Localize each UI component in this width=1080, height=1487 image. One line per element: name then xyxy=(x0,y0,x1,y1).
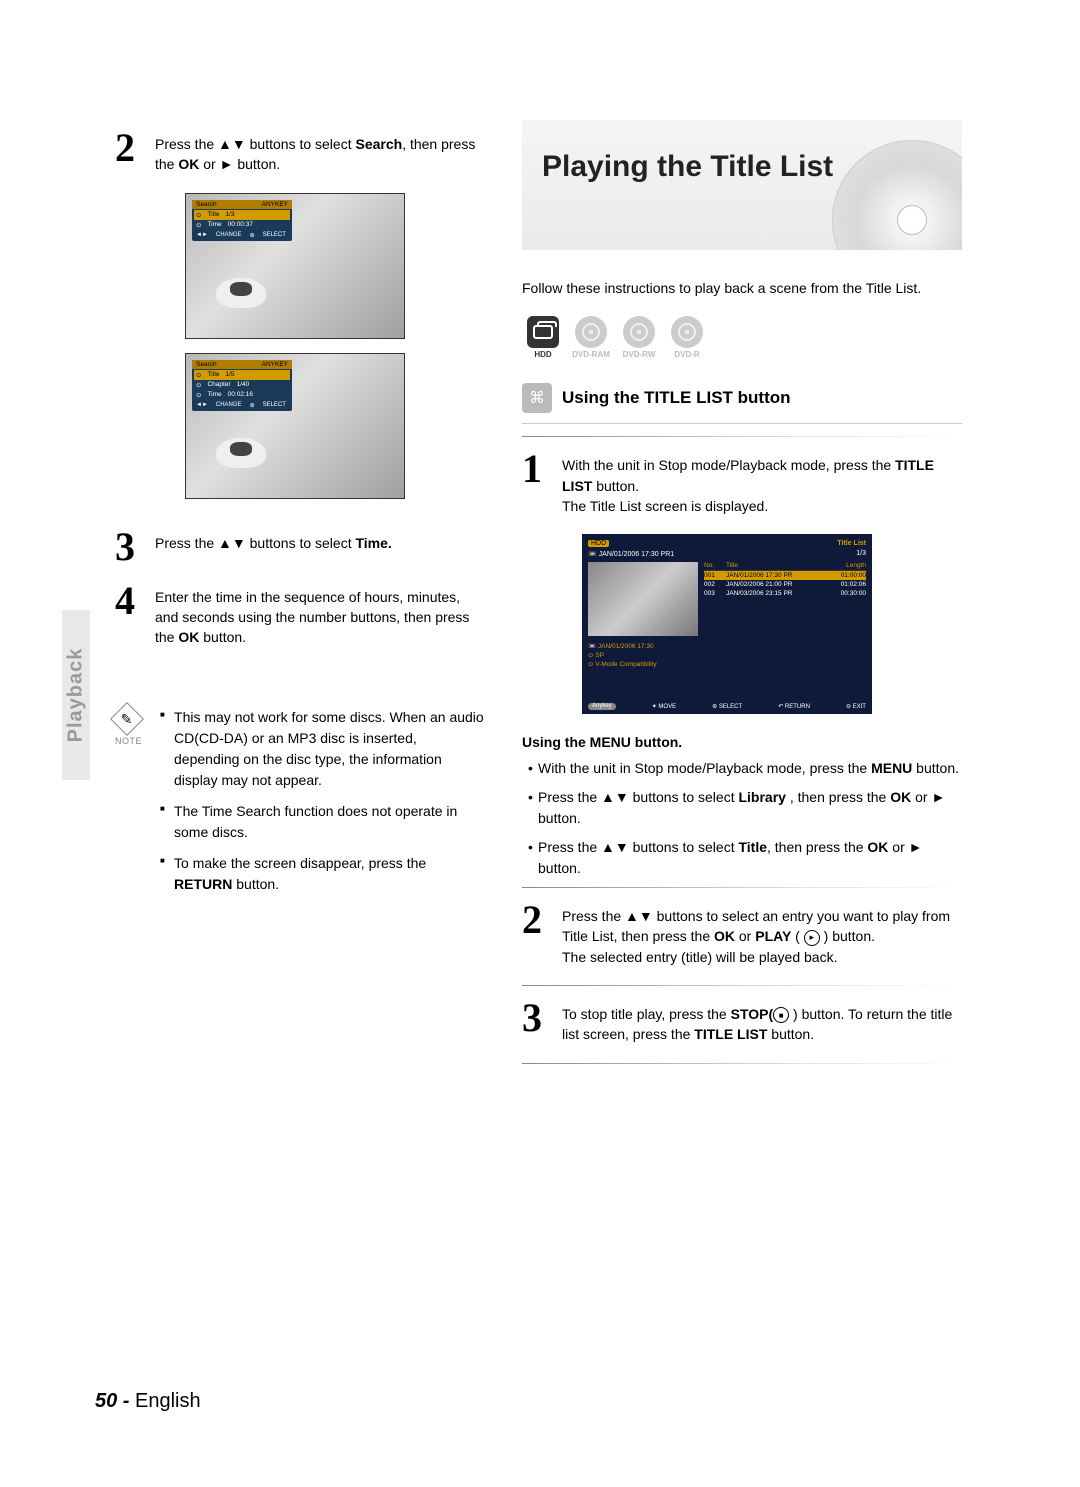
section-title: Playing the Title List xyxy=(542,150,833,184)
play-icon: ▸ xyxy=(804,930,820,946)
osd-overlay: SearchANYKEY ⊙Title1/5 ⊙Chapter1/40 ⊙Tim… xyxy=(192,360,292,411)
disc-compat-icon: DVD-RAM xyxy=(570,316,612,359)
menu-step: Press the ▲▼ buttons to select Library ,… xyxy=(528,787,962,829)
right-column: Playing the Title List Follow these inst… xyxy=(522,120,962,1078)
seagull-graphic xyxy=(216,278,266,308)
step-number: 2 xyxy=(522,902,550,967)
note-label: NOTE xyxy=(115,735,142,749)
step-text: Press the ▲▼ buttons to select Search, t… xyxy=(155,130,485,175)
seagull-graphic xyxy=(216,438,266,468)
step-number: 2 xyxy=(115,130,143,175)
step-text: Press the ▲▼ buttons to select an entry … xyxy=(562,902,962,967)
screenshot-search-2: SearchANYKEY ⊙Title1/5 ⊙Chapter1/40 ⊙Tim… xyxy=(185,353,405,499)
note-item: The Time Search function does not operat… xyxy=(160,801,485,843)
disc-compat-icon: DVD-R xyxy=(666,316,708,359)
disc-artwork xyxy=(832,140,962,250)
intro-text: Follow these instructions to play back a… xyxy=(522,278,962,298)
side-tab: Playback xyxy=(62,610,90,780)
note-item: To make the screen disappear, press the … xyxy=(160,853,485,895)
step-4: 4 Enter the time in the sequence of hour… xyxy=(115,583,485,648)
note-icon: ✎ xyxy=(110,703,144,737)
title-list-screenshot: HDDTitle List 📼 JAN/01/2006 17:30 PR11/3… xyxy=(582,534,872,714)
page-footer: 50 - English xyxy=(95,1390,201,1413)
step-2: 2 Press the ▲▼ buttons to select Search,… xyxy=(115,130,485,175)
disc-compat-icon: HDD xyxy=(522,316,564,359)
step-text: To stop title play, press the STOP(■ ) b… xyxy=(562,1000,962,1045)
step-number: 1 xyxy=(522,451,550,516)
divider xyxy=(522,985,962,986)
step-number: 3 xyxy=(522,1000,550,1045)
title-panel: Playing the Title List xyxy=(522,120,962,250)
remote-icon: ⌘ xyxy=(522,383,552,413)
step-text: Press the ▲▼ buttons to select Time. xyxy=(155,529,392,565)
tls-row: 001JAN/01/2006 17:30 PR01:00:00 xyxy=(704,571,866,580)
menu-steps: With the unit in Stop mode/Playback mode… xyxy=(528,758,962,879)
menu-subtitle: Using the MENU button. xyxy=(522,734,962,750)
right-step-3: 3 To stop title play, press the STOP(■ )… xyxy=(522,1000,962,1045)
step-text: Enter the time in the sequence of hours,… xyxy=(155,583,485,648)
menu-step: With the unit in Stop mode/Playback mode… xyxy=(528,758,962,779)
screenshot-search-1: SearchANYKEY ⊙Title1/3 ⊙Time00:00:37 ◄►C… xyxy=(185,193,405,339)
divider xyxy=(522,436,962,437)
osd-overlay: SearchANYKEY ⊙Title1/3 ⊙Time00:00:37 ◄►C… xyxy=(192,200,292,241)
side-tab-label: Playback xyxy=(65,648,88,743)
note-list: This may not work for some discs. When a… xyxy=(160,707,485,905)
tls-row: 003JAN/03/2006 23:15 PR00:30:00 xyxy=(704,589,866,598)
tls-table: No.TitleLength 001JAN/01/2006 17:30 PR01… xyxy=(704,562,866,636)
tls-thumbnail xyxy=(588,562,698,636)
divider xyxy=(522,1063,962,1064)
right-step-1: 1 With the unit in Stop mode/Playback mo… xyxy=(522,451,962,516)
divider xyxy=(522,887,962,888)
subsection-head: ⌘ Using the TITLE LIST button xyxy=(522,383,962,424)
note-icon-col: ✎ NOTE xyxy=(115,707,142,905)
step-3: 3 Press the ▲▼ buttons to select Time. xyxy=(115,529,485,565)
menu-step: Press the ▲▼ buttons to select Title, th… xyxy=(528,837,962,879)
note-item: This may not work for some discs. When a… xyxy=(160,707,485,791)
left-column: 2 Press the ▲▼ buttons to select Search,… xyxy=(115,130,485,905)
disc-compat-icon: DVD-RW xyxy=(618,316,660,359)
right-step-2: 2 Press the ▲▼ buttons to select an entr… xyxy=(522,902,962,967)
disc-compat-icons: HDDDVD-RAMDVD-RWDVD-R xyxy=(522,316,962,359)
step-text: With the unit in Stop mode/Playback mode… xyxy=(562,451,962,516)
subsection-title: Using the TITLE LIST button xyxy=(562,388,791,408)
step-number: 3 xyxy=(115,529,143,565)
step-number: 4 xyxy=(115,583,143,648)
stop-icon: ■ xyxy=(773,1007,789,1023)
note-block: ✎ NOTE This may not work for some discs.… xyxy=(115,707,485,905)
tls-row: 002JAN/02/2006 21:00 PR01:02:06 xyxy=(704,580,866,589)
